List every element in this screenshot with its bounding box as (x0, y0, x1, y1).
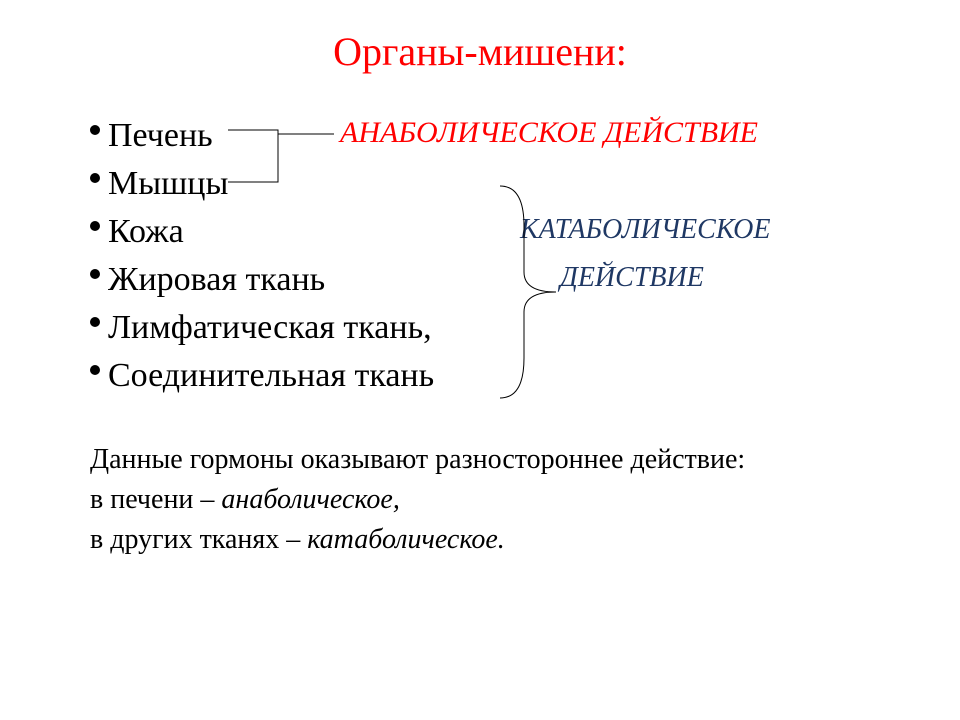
para-text-italic: анаболическое, (221, 484, 399, 515)
slide: Органы-мишени: Печень Мышцы Кожа Жировая… (0, 0, 960, 720)
bullet-icon (90, 125, 100, 135)
bullet-icon (90, 269, 100, 279)
para-text-italic: катаболическое. (307, 524, 505, 555)
bullet-icon (90, 221, 100, 231)
summary-paragraph: Данные гормоны оказывают разностороннее … (90, 440, 745, 560)
list-item-label: Лимфатическая ткань, (108, 304, 432, 352)
list-item: Жировая ткань (90, 256, 434, 304)
para-line: в печени – анаболическое, (90, 480, 745, 520)
bullet-icon (90, 365, 100, 375)
list-item-label: Жировая ткань (108, 256, 325, 304)
bullet-icon (90, 173, 100, 183)
list-item-label: Соединительная ткань (108, 352, 434, 400)
list-item: Соединительная ткань (90, 352, 434, 400)
para-line: в других тканях – катаболическое. (90, 520, 745, 560)
list-item-label: Кожа (108, 208, 184, 256)
page-title: Органы-мишени: (0, 28, 960, 75)
catabolic-label-line1: КАТАБОЛИЧЕСКОЕ (520, 214, 770, 246)
catabolic-label-line2: ДЕЙСТВИЕ (560, 262, 704, 294)
para-text: в печени – (90, 484, 221, 515)
para-line: Данные гормоны оказывают разностороннее … (90, 440, 745, 480)
list-item: Кожа (90, 208, 434, 256)
list-item-label: Мышцы (108, 160, 228, 208)
list-item: Лимфатическая ткань, (90, 304, 434, 352)
anabolic-label: АНАБОЛИЧЕСКОЕ ДЕЙСТВИЕ (340, 116, 758, 150)
list-item-label: Печень (108, 112, 213, 160)
para-text: в других тканях – (90, 524, 307, 555)
list-item: Мышцы (90, 160, 434, 208)
organ-list: Печень Мышцы Кожа Жировая ткань Лимфатич… (90, 112, 434, 400)
bullet-icon (90, 317, 100, 327)
